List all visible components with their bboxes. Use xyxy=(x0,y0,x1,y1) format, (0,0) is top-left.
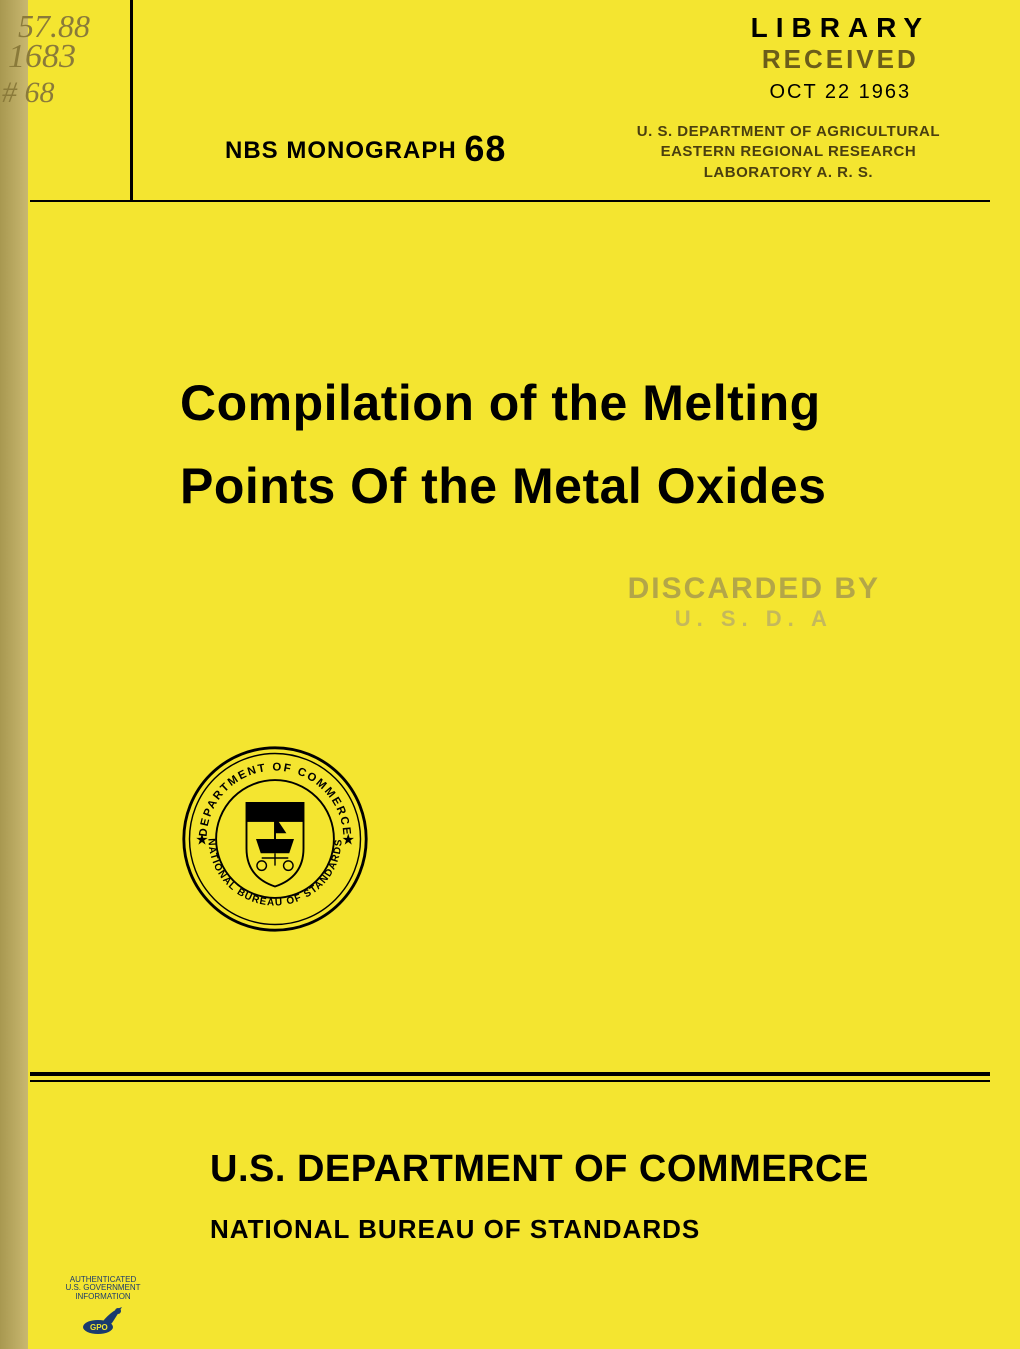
auth-line-3: INFORMATION xyxy=(48,1293,158,1301)
rule-top xyxy=(30,200,990,202)
usda-stamp: U. S. DEPARTMENT OF AGRICULTURAL EASTERN… xyxy=(637,122,940,183)
received-date: OCT 22 1963 xyxy=(751,81,930,104)
usda-stamp-line-3: LABORATORY A. R. S. xyxy=(637,163,940,183)
department-name: U.S. DEPARTMENT OF COMMERCE xyxy=(210,1148,869,1191)
document-title: Compilation of the Melting Points Of the… xyxy=(180,362,950,527)
gpo-authenticated-stamp: AUTHENTICATED U.S. GOVERNMENT INFORMATIO… xyxy=(48,1276,158,1335)
usda-stamp-line-1: U. S. DEPARTMENT OF AGRICULTURAL xyxy=(637,122,940,142)
eagle-icon: GPO xyxy=(82,1303,124,1335)
usda-stamp-line-2: EASTERN REGIONAL RESEARCH xyxy=(637,142,940,162)
bureau-name: NATIONAL BUREAU OF STANDARDS xyxy=(210,1214,700,1245)
handwritten-callno-3: # 68 xyxy=(2,76,55,110)
rule-double xyxy=(30,1072,990,1082)
series-label: NBS MONOGRAPH 68 xyxy=(225,128,506,170)
series-number: 68 xyxy=(464,128,506,169)
received-label: RECEIVED xyxy=(751,44,930,75)
library-label: LIBRARY xyxy=(751,12,930,44)
series-name: NBS MONOGRAPH xyxy=(225,137,457,164)
library-received-stamp: LIBRARY RECEIVED OCT 22 1963 xyxy=(751,12,930,104)
handwritten-callno-2: 1683 xyxy=(8,38,76,76)
discarded-line-1: DISCARDED BY xyxy=(628,572,880,606)
svg-text:GPO: GPO xyxy=(90,1323,108,1332)
nbs-seal-icon: ★ ★ DEPARTMENT OF COMMERCE NATIONAL BURE… xyxy=(180,744,370,934)
vertical-rule xyxy=(130,0,133,200)
discarded-stamp: DISCARDED BY U. S. D. A xyxy=(628,572,880,632)
spine-shadow xyxy=(0,0,28,1349)
discarded-line-2: U. S. D. A xyxy=(628,606,880,632)
document-cover: 57.88 1683 # 68 LIBRARY RECEIVED OCT 22 … xyxy=(0,0,1020,1349)
